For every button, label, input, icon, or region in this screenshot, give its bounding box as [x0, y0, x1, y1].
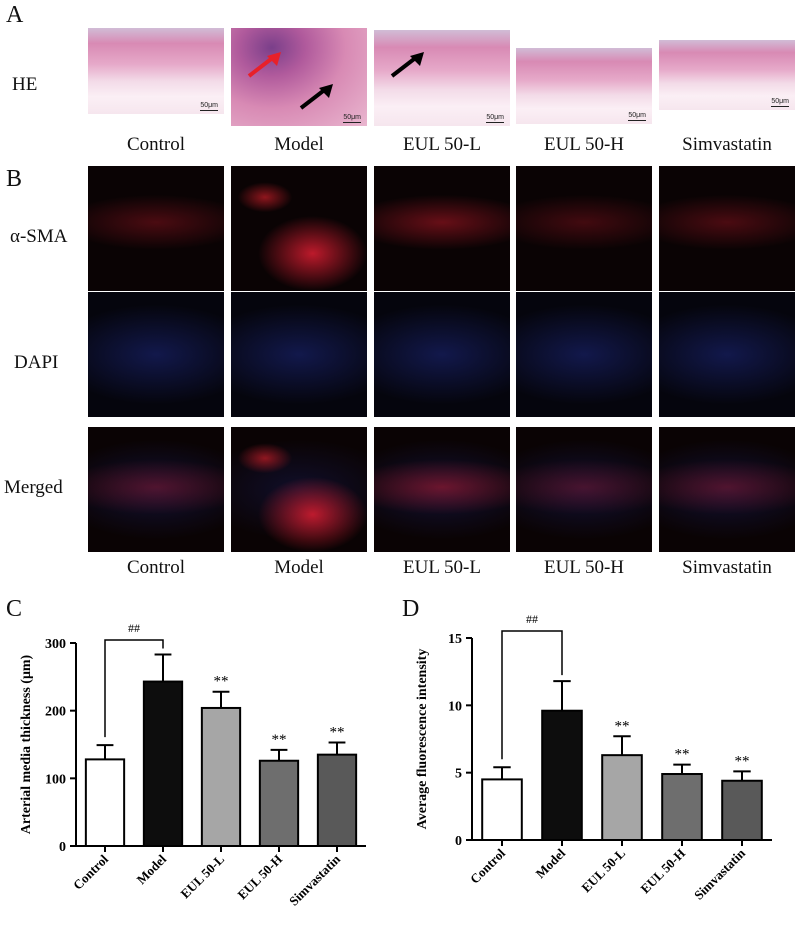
he-image-eul-50-l: 50μm: [374, 30, 510, 126]
y-axis-label: Average fluorescence intensity: [415, 649, 430, 830]
significance-bracket: [104, 639, 164, 738]
fluorescence-image-merged-eul-50-l: [374, 427, 510, 552]
x-tick-label: Control: [70, 851, 111, 892]
bar-eul-50-h: [258, 759, 300, 848]
fluorescence-image-merged-eul-50-h: [516, 427, 652, 552]
bar-eul-50-l: [601, 754, 643, 841]
fluorescence-label-control: Control: [126, 557, 186, 578]
he-label-eul-50-l: EUL 50-L: [403, 134, 481, 155]
fluorescence-image-dapi-eul-50-h: [516, 292, 652, 417]
fluorescence-image-sma-control: [88, 166, 224, 291]
y-tick-label: 100: [45, 772, 66, 787]
black-arrow-icon: [390, 52, 424, 78]
significance-mark: **: [214, 674, 229, 690]
fluorescence-image-sma-eul-50-h: [516, 166, 652, 291]
he-row-label: HE: [12, 74, 38, 95]
fluorescence-image-sma-simvastatin: [659, 166, 795, 291]
panel-a-letter: A: [6, 2, 24, 28]
panel-d-letter: D: [402, 596, 420, 622]
scale-bar: 50μm: [771, 98, 789, 107]
dapi-row-label: DAPI: [14, 352, 59, 373]
chart-media-thickness: 0 100 200 300 Arterial media thickness (μm) C…: [19, 621, 366, 909]
fluorescence-image-dapi-simvastatin: [659, 292, 795, 417]
x-tick-label: EUL 50-H: [234, 852, 285, 903]
he-image-model: 50μm: [231, 28, 367, 126]
panel-b-letter: B: [6, 166, 23, 192]
y-tick-label: 15: [448, 632, 462, 647]
black-arrow-icon: [299, 84, 333, 110]
bar-eul-50-l: [200, 706, 242, 847]
bar-simvastatin: [721, 779, 763, 842]
bar-model: [142, 680, 184, 847]
panel-c-letter: C: [6, 596, 23, 622]
bracket-label: ##: [526, 612, 538, 626]
scale-bar: 50μm: [200, 102, 218, 111]
chart-fluorescence-intensity: 0 5 10 15 Average fluorescence intensity Cont…: [415, 612, 772, 903]
x-tick-label: EUL 50-L: [177, 851, 227, 901]
fluorescence-image-dapi-control: [88, 292, 224, 417]
fluorescence-label-eul-50-h: EUL 50-H: [543, 557, 625, 578]
fluorescence-image-sma-eul-50-l: [374, 166, 510, 291]
he-label-model: Model: [274, 134, 324, 155]
fluorescence-image-merged-control: [88, 427, 224, 552]
x-tick-label: Simvastatin: [286, 851, 344, 909]
y-tick-label: 200: [45, 705, 66, 720]
fluorescence-label-model: Model: [274, 557, 324, 578]
x-tick-label: EUL 50-H: [637, 846, 688, 897]
y-tick-label: 5: [455, 767, 462, 782]
fluorescence-image-sma-model: [231, 166, 367, 291]
he-image-eul-50-h: 50μm: [516, 48, 652, 124]
significance-mark: **: [272, 732, 287, 748]
he-label-eul-50-h: EUL 50-H: [543, 134, 625, 155]
significance-mark: **: [330, 724, 345, 740]
bar-model: [541, 709, 583, 841]
he-label-control: Control: [126, 134, 186, 155]
merged-row-label: Merged: [4, 477, 63, 498]
x-tick-label: EUL 50-L: [578, 845, 628, 895]
red-arrow-icon: [247, 52, 281, 78]
x-tick-label: Model: [532, 845, 568, 881]
scale-bar: 50μm: [486, 114, 504, 123]
y-axis-label: Arterial media thickness (μm): [19, 654, 34, 834]
y-tick-label: 300: [45, 637, 66, 652]
he-image-simvastatin: 50μm: [659, 40, 795, 110]
fluorescence-label-eul-50-l: EUL 50-L: [403, 557, 481, 578]
bar-control: [481, 778, 523, 841]
significance-bracket: [501, 630, 563, 760]
x-tick-label: Control: [467, 845, 508, 886]
y-tick-label: 0: [59, 840, 66, 855]
scale-bar: 50μm: [343, 114, 361, 123]
bar-eul-50-h: [661, 773, 703, 841]
he-image-control: 50μm: [88, 28, 224, 114]
he-label-simvastatin: Simvastatin: [682, 134, 772, 155]
fluorescence-image-merged-simvastatin: [659, 427, 795, 552]
fluorescence-label-simvastatin: Simvastatin: [682, 557, 772, 578]
significance-mark: **: [615, 718, 630, 734]
y-tick-label: 10: [448, 699, 462, 714]
fluorescence-image-merged-model: [231, 427, 367, 552]
significance-mark: **: [675, 747, 690, 763]
fluorescence-image-dapi-eul-50-l: [374, 292, 510, 417]
fluorescence-image-dapi-model: [231, 292, 367, 417]
significance-mark: **: [735, 753, 750, 769]
bracket-label: ##: [128, 621, 140, 635]
bar-control: [84, 758, 126, 848]
scale-bar: 50μm: [628, 112, 646, 121]
x-tick-label: Model: [133, 851, 169, 887]
bar-simvastatin: [316, 753, 358, 847]
y-tick-label: 0: [455, 834, 462, 849]
alpha-sma-row-label: α-SMA: [10, 226, 68, 247]
x-tick-label: Simvastatin: [691, 845, 749, 903]
